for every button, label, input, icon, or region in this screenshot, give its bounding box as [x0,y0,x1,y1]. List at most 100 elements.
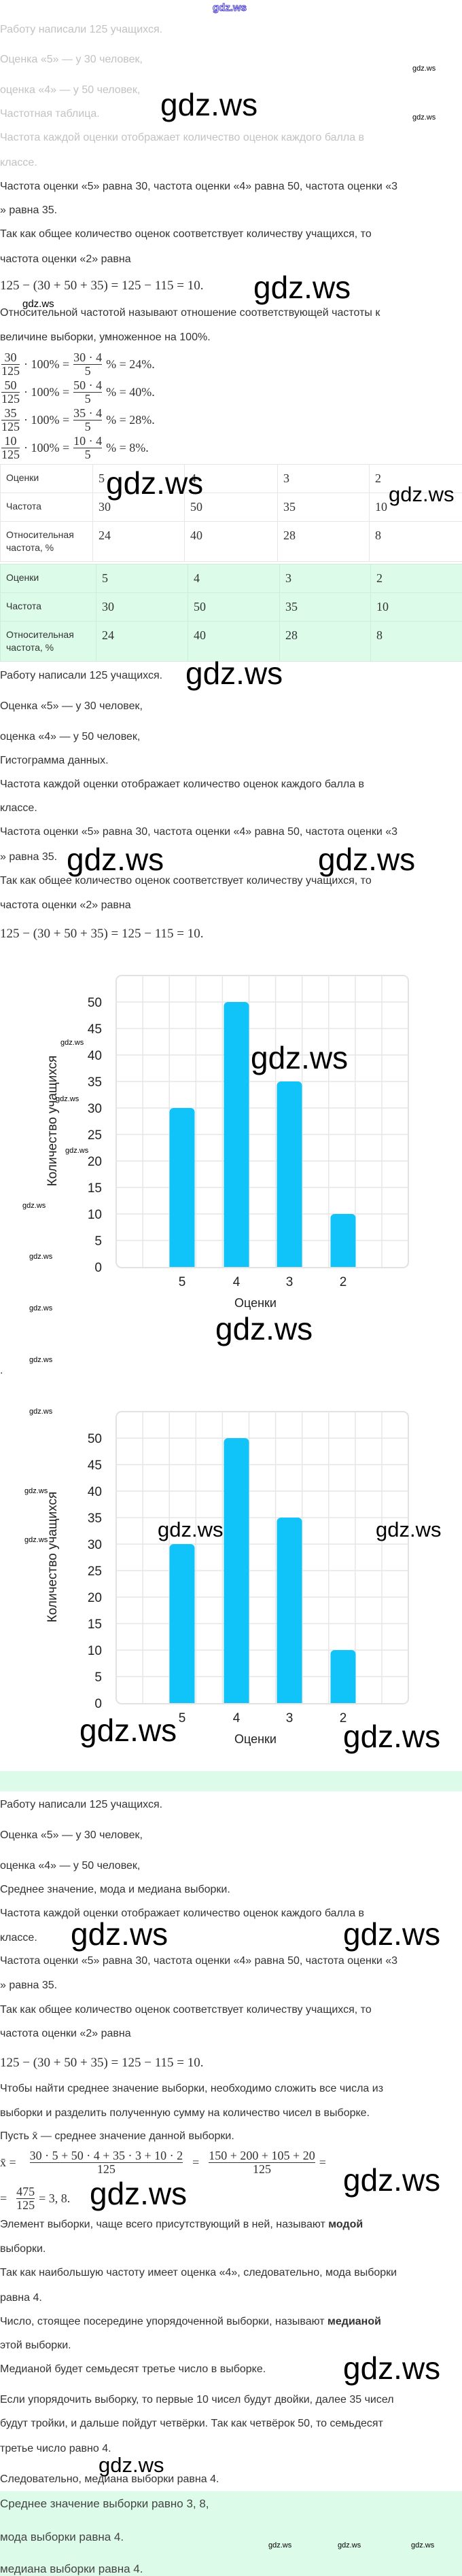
median-definition: Число, стоящее посередине упорядоченной … [0,2315,381,2329]
y-tick-label: 35 [88,1075,102,1090]
table-cell: 10 [370,592,462,622]
text-line: Так как общее количество оценок соответс… [0,228,372,240]
denominator: 5 [73,392,103,406]
numerator: 475 [16,2185,35,2198]
denominator: 125 [16,2198,35,2212]
table-cell: 50 [188,592,280,622]
table-cell: 30 [92,493,185,522]
x-tick-label: 2 [340,1711,347,1725]
equals-sign: = [319,2155,326,2169]
text-line: Гистограмма данных. [0,755,109,766]
equation-result: % = 28%. [106,413,155,427]
row-header: Частота [0,493,93,522]
fraction: 475 125 [15,2185,36,2212]
stray-dot: . [0,1365,3,1376]
table-cell: 24 [92,521,185,562]
y-tick-label: 15 [88,1617,102,1632]
watermark: gdz.ws [71,1916,168,1952]
median-definition-text: Число, стоящее посередине упорядоченной … [0,2316,328,2327]
table-row: Относительная частота, % 24 40 28 8 [0,621,462,662]
fraction: 50 125 [0,379,21,406]
watermark: gdz.ws [253,270,351,305]
bar-grade-3 [277,1518,302,1703]
watermark: gdz.ws [318,842,416,877]
table-cell: 35 [279,592,371,622]
bar-grade-4 [224,1002,249,1267]
x-tick-label: 5 [179,1711,186,1725]
text-line: классе. [0,802,37,814]
equation-result: % = 24%. [106,357,155,371]
mean-result: = 3, 8. [39,2192,71,2205]
table-row: Частота 30 50 35 10 [0,592,462,622]
numerator: 35 · 4 [73,406,103,420]
text-line: Оценка «5» — у 30 человек, [0,1829,143,1841]
text-line: Следовательно, медиана выборки равна 4. [0,2473,219,2485]
text-line: классе. [0,157,37,168]
watermark: gdz.ws [412,113,436,122]
numerator: 30 · 4 [73,351,103,364]
y-tick-label: 50 [88,1432,102,1446]
frequency-formula: 125 − (30 + 50 + 35) = 125 − 115 = 10. [0,927,204,941]
x-axis-title: Оценки [234,1296,277,1310]
frequency-table-answer: Оценки 5 4 3 2 Частота 30 50 35 10 Относ… [0,564,462,662]
bar-base [277,1263,302,1267]
table-cell: 2 [370,564,462,593]
text-line: Относительной частотой называют отношени… [0,307,380,319]
x-axis-title: Оценки [234,1732,277,1746]
watermark: gdz.ws [90,2176,188,2211]
y-tick-label: 15 [88,1181,102,1196]
text-line: Работу написали 125 учащихся. [0,1799,163,1810]
denominator: 5 [73,448,103,461]
y-tick-label: 40 [88,1049,102,1063]
text-line: Работу написали 125 учащихся. [0,24,163,35]
equals-sign: = [0,2192,7,2205]
bar-grade-2 [330,1650,356,1703]
table-cell: 5 [96,564,188,593]
watermark: gdz.ws [185,656,283,691]
equation-result: % = 8%. [106,441,149,454]
y-tick-label: 50 [88,996,102,1010]
text-line: Частотная таблица. [0,108,100,120]
bar-base [330,1263,356,1267]
text-line: Оценка «5» — у 30 человек, [0,700,143,712]
text-line: Частота оценки «5» равна 30, частота оце… [0,826,397,838]
table-cell: 40 [184,521,278,562]
y-tick-label: 5 [94,1670,102,1685]
mean-symbol: x̄ = [0,2155,16,2169]
row-header: Частота [0,592,96,622]
denominator: 125 [1,420,20,433]
mean-equation-result: = 475 125 = 3, 8. [0,2185,70,2212]
y-tick-label: 30 [88,1102,102,1116]
numerator: 50 · 4 [73,378,103,392]
watermark: gdz.ws [412,65,436,73]
text-line: выборки и разделить полученную сумму на … [0,2107,370,2119]
numerator: 50 [4,378,17,392]
text-line: Работу написали 125 учащихся. [0,670,163,681]
numerator: 30 [4,351,17,364]
equation-middle: · 100% = [24,357,70,371]
y-tick-label: 25 [88,1128,102,1143]
text-line: выборки. [0,2243,46,2255]
watermark: gdz.ws [29,1356,53,1364]
text-line: классе. [0,1932,37,1944]
mean-equation: x̄ = 30 · 5 + 50 · 4 + 35 · 3 + 10 · 2 12… [0,2149,326,2176]
bar-base [169,1263,195,1267]
denominator: 125 [29,2162,183,2176]
x-tick-label: 5 [179,1275,186,1289]
histogram-chart: 0 5 10 15 20 25 30 35 40 45 50 5 4 3 2 Оценки Количество… [46,975,409,1310]
text-line: Частота каждой оценки отображает количес… [0,779,365,790]
bar-grade-5 [169,1108,195,1267]
bar-base [224,1263,249,1267]
numerator: 10 · 4 [73,434,103,448]
text-line: Так как общее количество оценок соответс… [0,875,372,887]
bar-grade-3 [277,1081,302,1267]
y-tick-label: 40 [88,1485,102,1499]
median-term: медианой [327,2316,381,2327]
answer-line: Среднее значение выборки равно 3, 8, [0,2497,209,2510]
equation-middle: · 100% = [24,385,70,399]
bar-base [224,1699,249,1703]
